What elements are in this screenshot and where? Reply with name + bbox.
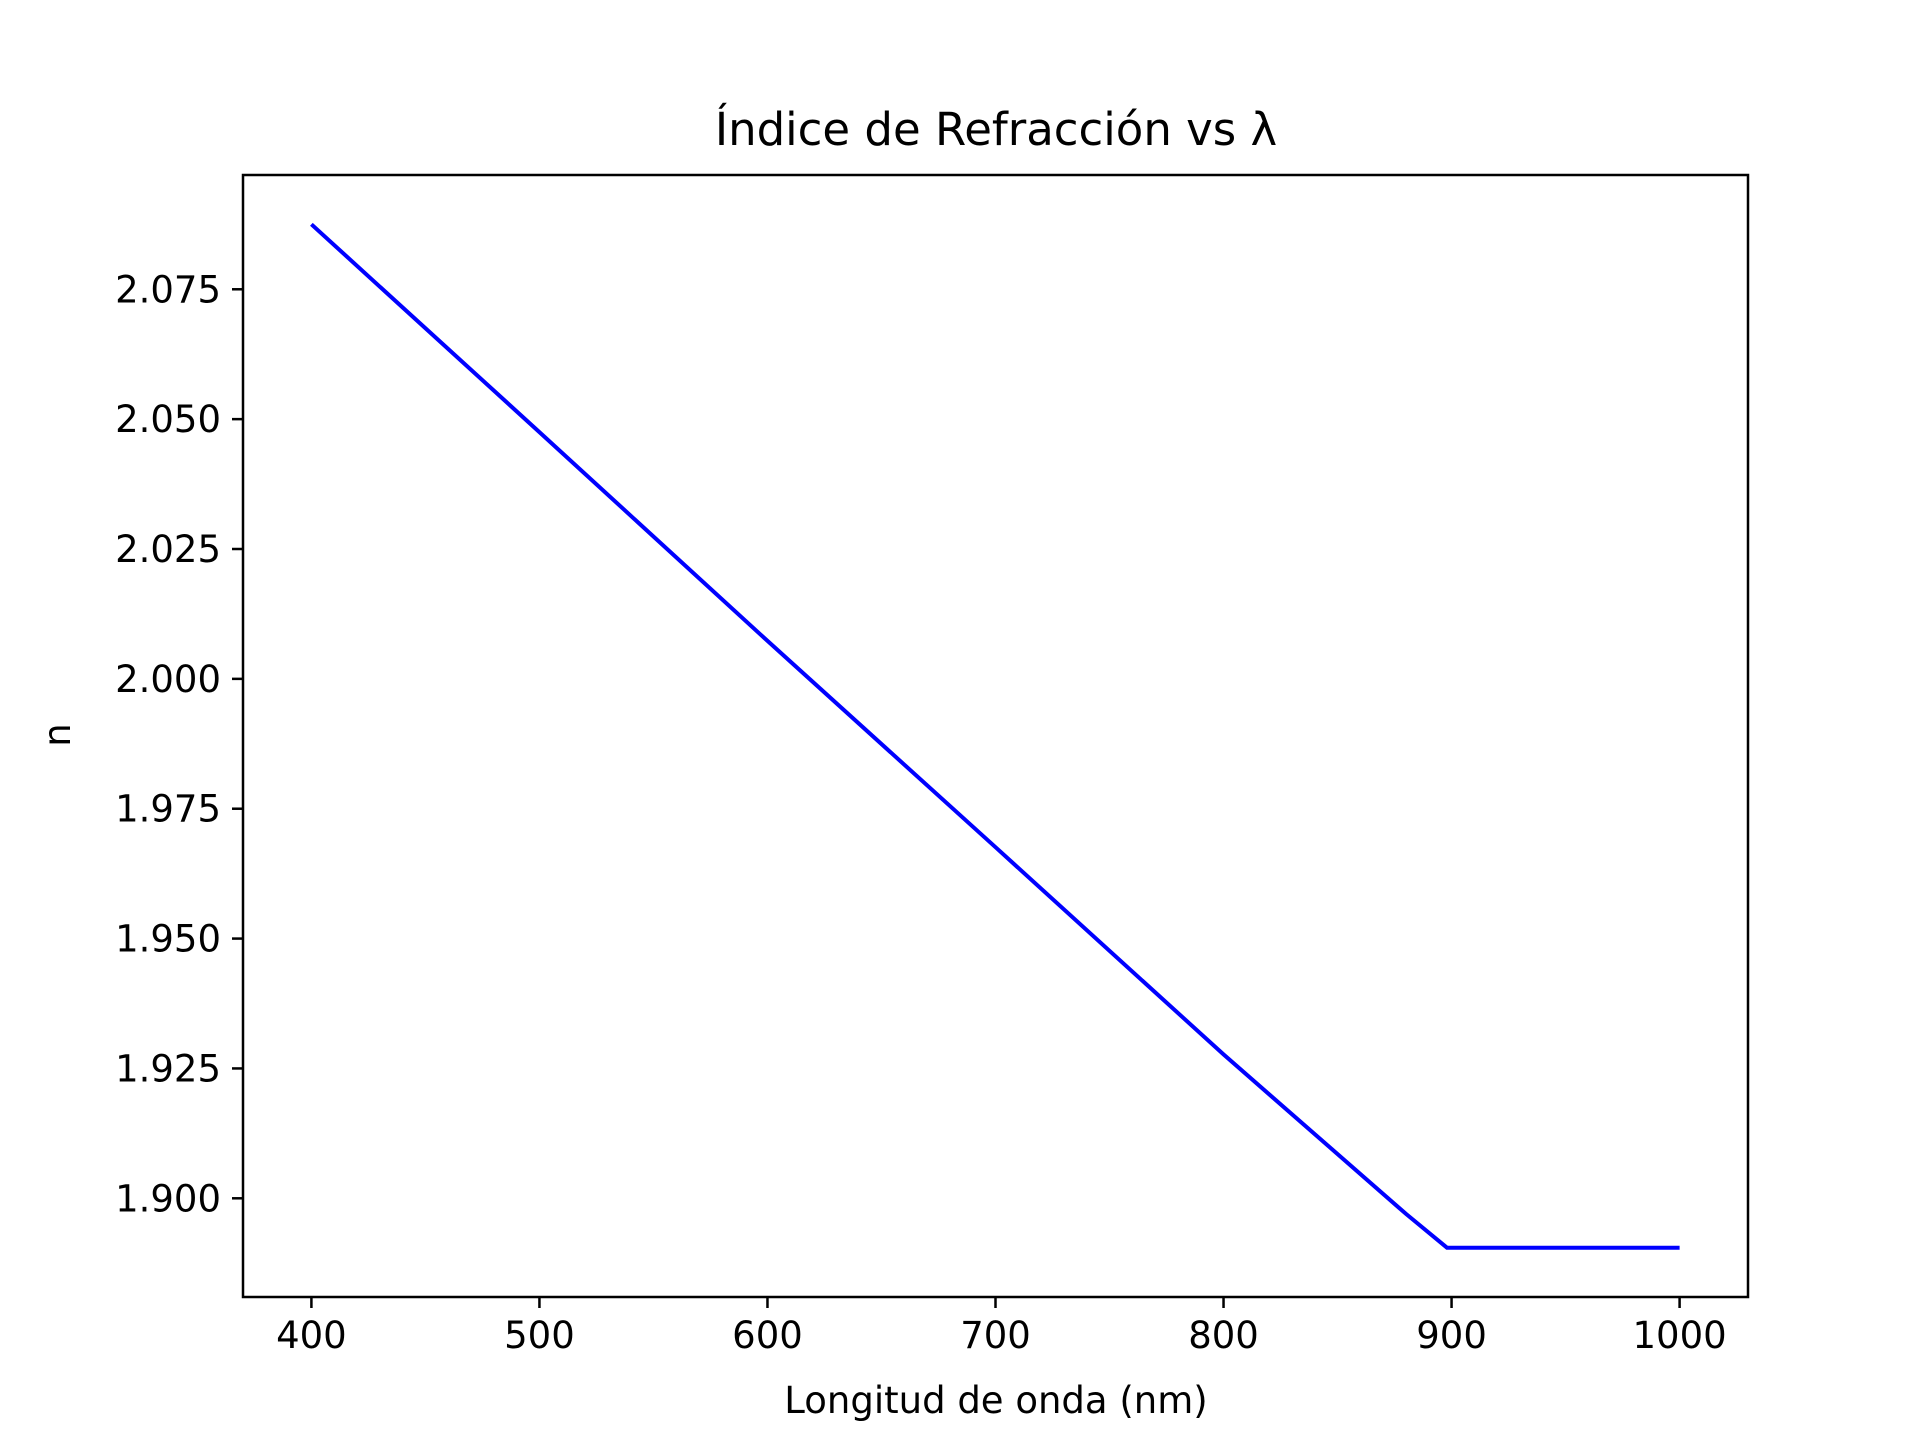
x-tick-label: 700 (960, 1314, 1031, 1357)
y-tick-label: 2.025 (115, 528, 221, 571)
x-tick-label: 900 (1416, 1314, 1487, 1357)
y-axis-label: n (36, 723, 79, 746)
x-axis-label: Longitud de onda (nm) (784, 1379, 1207, 1422)
chart-title: Índice de Refracción vs λ (715, 103, 1277, 156)
x-tick-label: 500 (504, 1314, 575, 1357)
y-tick-label: 1.900 (115, 1177, 221, 1220)
y-tick-label: 1.975 (115, 788, 221, 831)
x-axis: 400 500 600 700 800 900 1000 (276, 1297, 1727, 1357)
x-tick-label: 800 (1188, 1314, 1259, 1357)
series-line-0 (310, 222, 1680, 1250)
x-tick-label: 1000 (1633, 1314, 1727, 1357)
y-tick-label: 1.925 (115, 1047, 221, 1090)
axes-frame (241, 173, 1750, 1299)
y-tick-label: 2.075 (115, 268, 221, 311)
x-tick-label: 600 (732, 1314, 803, 1357)
y-tick-label: 1.950 (115, 918, 221, 961)
y-axis: 1.900 1.925 1.950 1.975 2.000 2.025 2.050 2.075 (115, 268, 243, 1220)
y-tick-label: 2.000 (115, 658, 221, 701)
x-tick-label: 400 (276, 1314, 347, 1357)
plot-area (310, 222, 1680, 1250)
y-tick-label: 2.050 (115, 398, 221, 441)
